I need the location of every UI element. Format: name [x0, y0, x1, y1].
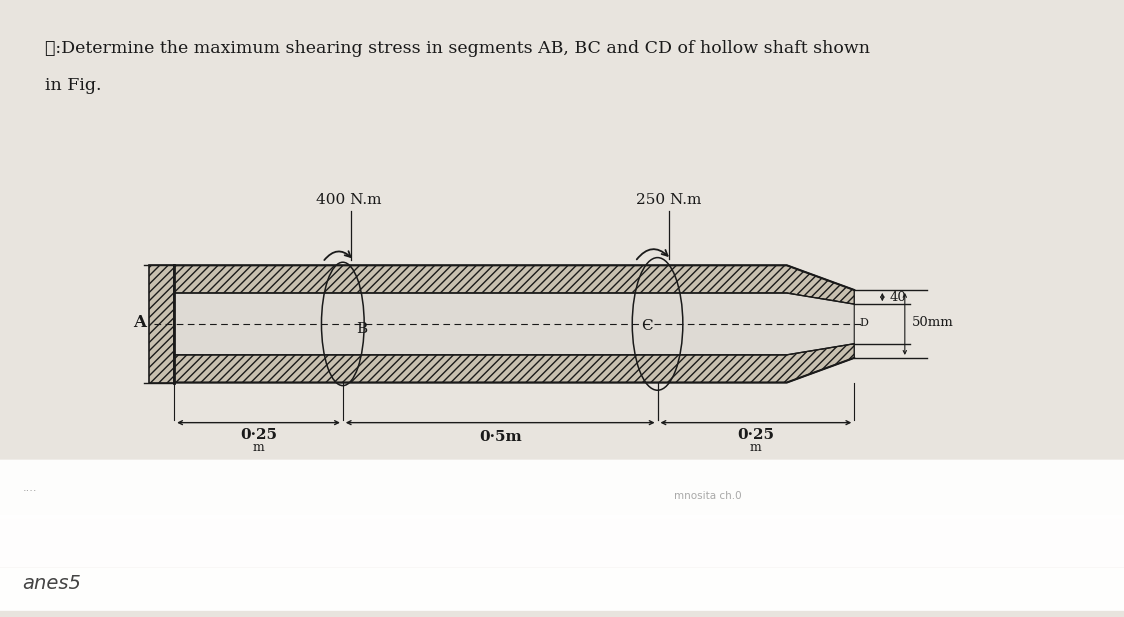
Text: B: B	[356, 322, 368, 336]
Polygon shape	[174, 265, 854, 304]
Text: m: m	[253, 441, 264, 454]
Text: D: D	[860, 318, 869, 328]
Text: anes5: anes5	[22, 574, 81, 592]
Text: ❖:Determine the maximum shearing stress in segments AB, BC and CD of hollow shaf: ❖:Determine the maximum shearing stress …	[45, 40, 870, 57]
Text: 50mm: 50mm	[912, 315, 953, 329]
Polygon shape	[174, 344, 854, 383]
Text: 0·5m: 0·5m	[479, 430, 522, 444]
Text: mnosita ch.0: mnosita ch.0	[674, 491, 742, 500]
Bar	[149, 265, 174, 383]
Text: C: C	[642, 320, 653, 333]
Polygon shape	[174, 293, 854, 355]
FancyBboxPatch shape	[0, 568, 1124, 611]
Text: 40: 40	[889, 291, 906, 304]
Text: 0·25: 0·25	[241, 428, 277, 442]
Text: ....: ....	[22, 482, 37, 492]
Text: m: m	[750, 441, 762, 454]
Text: 0·25: 0·25	[737, 428, 774, 442]
FancyBboxPatch shape	[0, 515, 1124, 568]
FancyBboxPatch shape	[0, 460, 1124, 518]
Text: 250 N.m: 250 N.m	[636, 193, 701, 207]
Text: in Fig.: in Fig.	[45, 77, 101, 94]
Text: A: A	[133, 314, 146, 331]
Text: 400 N.m: 400 N.m	[316, 193, 381, 207]
